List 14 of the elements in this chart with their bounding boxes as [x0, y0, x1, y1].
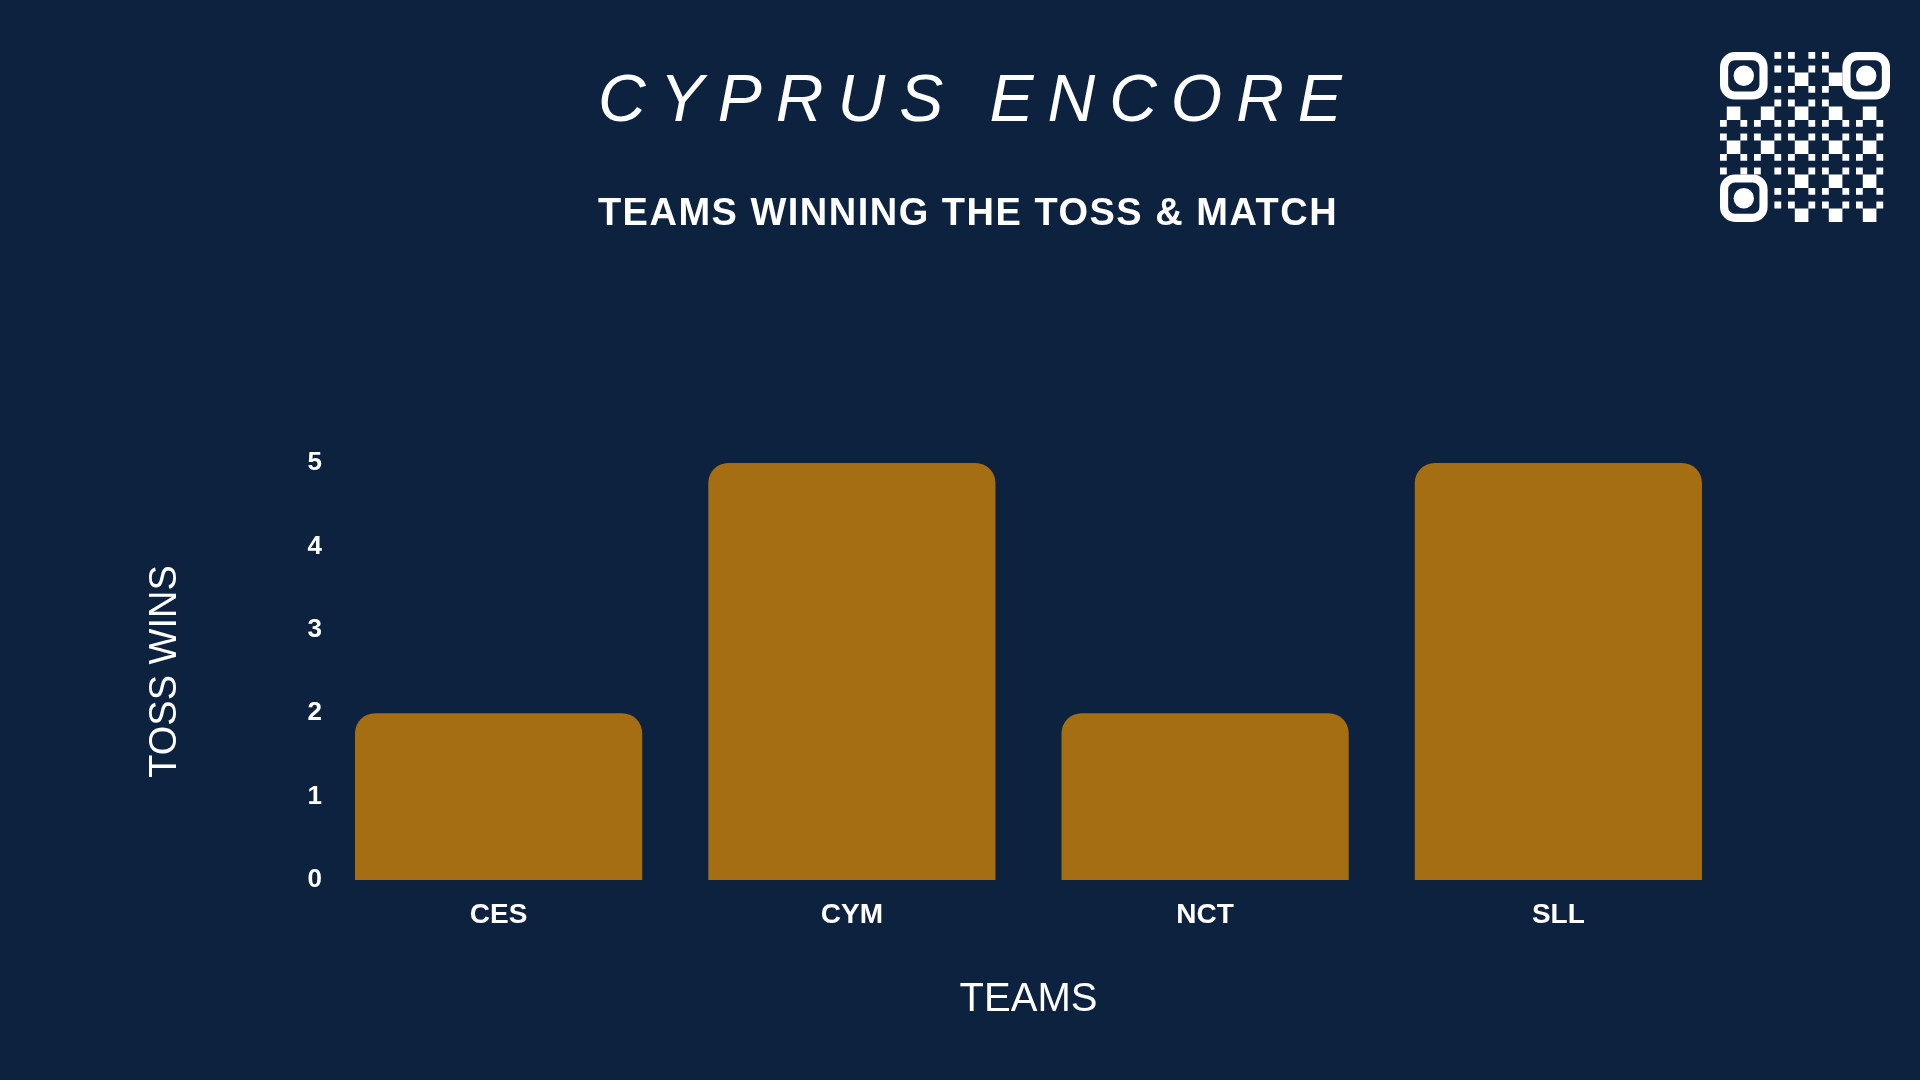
- x-axis-title: TEAMS: [959, 975, 1098, 1020]
- x-tick-label: CES: [469, 897, 528, 929]
- chart-title: CYPRUS ENCORE: [597, 60, 1357, 137]
- y-axis-title: TOSS WINS: [142, 565, 185, 778]
- y-tick-label: 5: [307, 446, 322, 477]
- y-tick-label: 0: [307, 863, 322, 894]
- y-tick-label: 4: [307, 529, 323, 560]
- y-tick-label: 1: [307, 779, 322, 810]
- x-tick-label: CYM: [820, 897, 883, 929]
- x-tick-label: NCT: [1176, 897, 1234, 929]
- y-tick-label: 2: [307, 696, 322, 727]
- x-tick-label: SLL: [1531, 897, 1585, 929]
- chart-subtitle: TEAMS WINNING THE TOSS & MATCH: [596, 190, 1340, 234]
- y-tick-label: 3: [307, 612, 322, 643]
